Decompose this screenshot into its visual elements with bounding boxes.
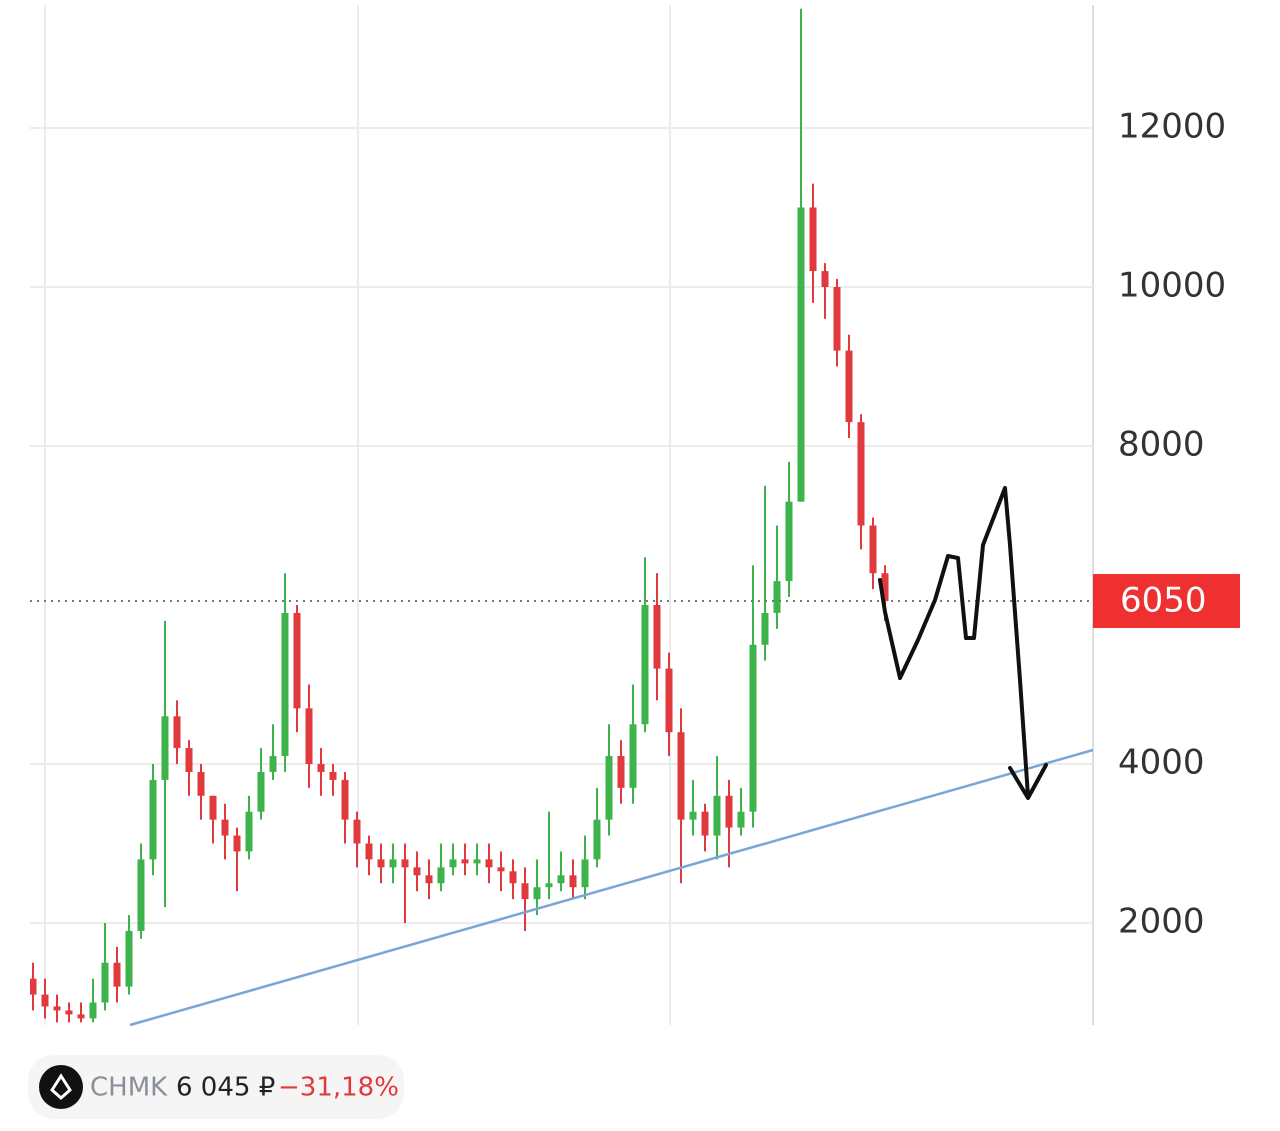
candle-body bbox=[149, 779, 157, 860]
candle-body bbox=[329, 771, 337, 780]
candle-body bbox=[30, 978, 37, 995]
y-axis: 2000 4000 8000 10000 12000 bbox=[1118, 106, 1226, 941]
candle-body bbox=[449, 859, 457, 868]
candle-body bbox=[749, 644, 757, 812]
candle-body bbox=[233, 835, 241, 852]
candle-body bbox=[485, 859, 493, 868]
candle-body bbox=[497, 867, 505, 872]
candle-body bbox=[581, 859, 589, 888]
candle-body bbox=[317, 763, 325, 772]
candle-body bbox=[173, 716, 181, 749]
candle-body bbox=[845, 350, 853, 423]
candle-body bbox=[713, 795, 721, 836]
candle-body bbox=[665, 668, 673, 733]
candle-body bbox=[293, 612, 301, 709]
y-tick-label: 4000 bbox=[1118, 742, 1205, 782]
candle-body bbox=[257, 771, 265, 812]
candle-body bbox=[881, 573, 889, 602]
candle-body bbox=[113, 962, 121, 987]
candle-body bbox=[353, 819, 361, 844]
candle-body bbox=[593, 819, 601, 860]
candle-body bbox=[437, 867, 445, 884]
candle-body bbox=[125, 930, 133, 987]
candle-body bbox=[53, 1006, 61, 1011]
candle-body bbox=[461, 859, 469, 864]
candle-body bbox=[689, 811, 697, 820]
candle-body bbox=[65, 1010, 73, 1015]
candle-body bbox=[509, 871, 517, 884]
hand-drawn-forecast bbox=[878, 486, 1048, 800]
candle-body bbox=[833, 286, 841, 351]
candle-body bbox=[281, 612, 289, 757]
candle-body bbox=[401, 859, 409, 868]
candle-body bbox=[761, 612, 769, 645]
candle-body bbox=[209, 795, 217, 820]
ticker-icon bbox=[39, 1065, 83, 1109]
candle-body bbox=[473, 859, 481, 864]
candle-body bbox=[365, 843, 373, 860]
last-price-label: 6050 bbox=[1120, 581, 1207, 621]
candle-body bbox=[413, 867, 421, 876]
candle-body bbox=[569, 875, 577, 888]
ticker-change: −31,18% bbox=[278, 1073, 399, 1103]
plot bbox=[30, 8, 1093, 1023]
candle-body bbox=[869, 525, 877, 574]
candle-body bbox=[389, 859, 397, 868]
candle-body bbox=[797, 207, 805, 502]
candle-body bbox=[101, 962, 109, 1003]
candle-body bbox=[269, 756, 277, 772]
candle-body bbox=[725, 795, 733, 828]
ticker-price: 6 045 ₽ bbox=[176, 1073, 275, 1103]
ticker-symbol: CHMK bbox=[90, 1073, 168, 1103]
trend-line bbox=[129, 748, 1094, 1027]
candle-body bbox=[809, 207, 817, 272]
candle-body bbox=[821, 271, 829, 287]
candle-body bbox=[161, 716, 169, 780]
candle-body bbox=[77, 1014, 85, 1019]
candle-body bbox=[305, 708, 313, 764]
candle-body bbox=[545, 883, 553, 888]
ticker-pill[interactable] bbox=[28, 1055, 404, 1119]
candle-body bbox=[701, 811, 709, 836]
candle-body bbox=[341, 779, 349, 820]
y-tick-label: 12000 bbox=[1118, 106, 1226, 146]
ticker-icon-glyph bbox=[50, 1073, 72, 1101]
candle-body bbox=[737, 811, 745, 828]
candle-body bbox=[377, 859, 385, 868]
candle-body bbox=[857, 422, 865, 526]
candle-body bbox=[785, 501, 793, 582]
candle-body bbox=[245, 811, 253, 852]
candle-body bbox=[677, 732, 685, 820]
candle-body bbox=[89, 1002, 97, 1019]
candle-body bbox=[629, 724, 637, 788]
candle-body bbox=[137, 859, 145, 931]
candle-body bbox=[521, 883, 529, 900]
candle-body bbox=[221, 819, 229, 836]
y-tick-label: 10000 bbox=[1118, 265, 1226, 305]
candle-body bbox=[185, 748, 193, 772]
candle-body bbox=[41, 994, 49, 1007]
y-tick-label: 2000 bbox=[1118, 902, 1205, 942]
candle-body bbox=[773, 581, 781, 613]
candle-body bbox=[197, 771, 205, 796]
candle-body bbox=[425, 875, 433, 884]
candle-body bbox=[653, 604, 661, 669]
candle-body bbox=[605, 756, 613, 820]
candle-body bbox=[533, 887, 541, 900]
candle-body bbox=[617, 756, 625, 788]
last-price-tag bbox=[1093, 574, 1240, 629]
grid bbox=[30, 5, 1094, 1025]
candle-body bbox=[557, 875, 565, 884]
y-tick-label: 8000 bbox=[1118, 424, 1205, 464]
candle-body bbox=[641, 604, 649, 725]
